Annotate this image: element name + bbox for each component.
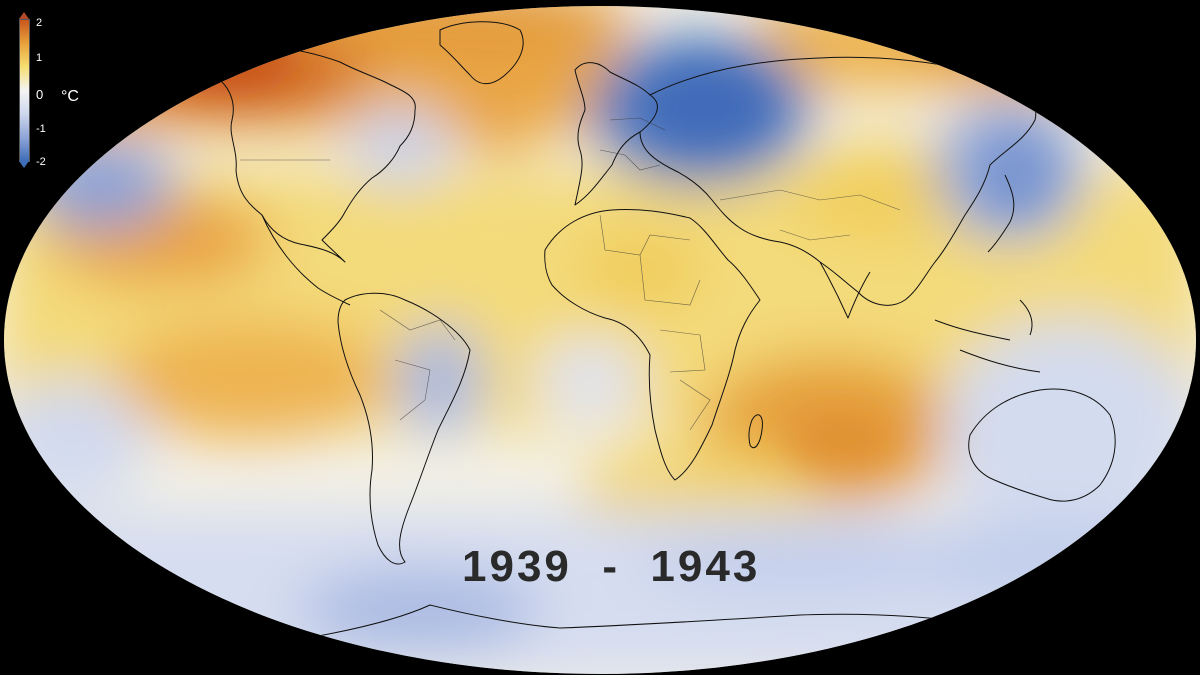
se-asia-islands-outline — [934, 299, 1041, 373]
legend-tick-minus-one: -1 — [36, 123, 46, 135]
north-america-outline — [177, 46, 416, 263]
south-america-outline — [337, 292, 471, 565]
legend-tick-plus-one: 1 — [36, 52, 43, 64]
legend-tick-max: 2 — [36, 17, 43, 29]
australia-outline — [968, 388, 1116, 502]
madagascar-outline — [748, 414, 763, 449]
greenland-outline — [439, 21, 524, 85]
africa-outline — [544, 209, 761, 481]
central-america-outline — [261, 214, 351, 306]
year-range-label: 1939 - 1943 — [462, 542, 761, 591]
country-borders — [240, 117, 901, 431]
asia-outline — [639, 56, 1037, 306]
japan-outline — [987, 174, 1015, 253]
legend-tick-zero: 0 — [36, 87, 44, 102]
india-outline — [819, 261, 871, 319]
legend-max-arrow — [19, 12, 29, 19]
legend-color-bar — [19, 19, 30, 162]
europe-outline — [574, 62, 658, 206]
legend-unit: °C — [61, 88, 79, 105]
legend-tick-min: -2 — [36, 156, 46, 168]
color-scale-legend: 2 1 0 -1 -2 °C — [6, 10, 86, 170]
legend-min-arrow — [19, 161, 29, 168]
